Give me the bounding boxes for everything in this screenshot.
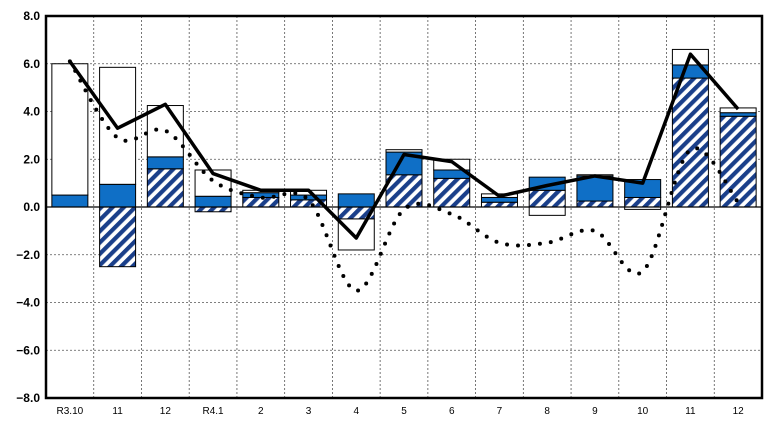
x-tick-label: 8 <box>544 406 550 417</box>
bar-solid <box>194 195 232 208</box>
x-tick-label: 5 <box>401 406 407 417</box>
bar-hatched <box>194 206 232 213</box>
x-tick-label: 3 <box>306 406 312 417</box>
bar-hatched <box>528 189 566 208</box>
x-tick-label: 11 <box>112 406 123 417</box>
bar-hatched <box>99 206 137 268</box>
x-tick-label: 4 <box>353 406 359 417</box>
bar-hatched <box>719 115 757 208</box>
bar-solid <box>146 156 184 170</box>
y-tick-label: 6.0 <box>23 57 40 71</box>
x-tick-label: 12 <box>733 406 745 417</box>
bars <box>51 48 757 268</box>
bar-outline <box>528 206 566 216</box>
bar-hatched <box>242 196 280 208</box>
bar-solid <box>99 183 137 208</box>
x-tick-label: 6 <box>449 406 455 417</box>
plot-frame <box>44 14 764 400</box>
x-tick-label: 9 <box>592 406 598 417</box>
x-tick-label: 7 <box>497 406 503 417</box>
bar-solid <box>719 112 757 117</box>
bar-hatched <box>433 177 471 208</box>
x-tick-label: R3.10 <box>57 406 84 417</box>
x-tick-label: 2 <box>258 406 264 417</box>
bar-solid <box>337 193 375 208</box>
y-tick-label: 0.0 <box>23 200 40 214</box>
y-tick-label: −2.0 <box>16 248 40 262</box>
bar-solid <box>480 196 518 203</box>
y-tick-label: 4.0 <box>23 105 40 119</box>
y-tick-label: −6.0 <box>16 343 40 357</box>
bar-hatched <box>480 201 518 208</box>
bar-solid <box>290 194 328 201</box>
series-line-line <box>68 52 740 240</box>
x-tick-label: 11 <box>685 406 696 417</box>
y-tick-label: 8.0 <box>23 9 40 23</box>
lines <box>67 52 741 293</box>
bar-outline <box>337 218 375 251</box>
bar-hatched <box>576 200 614 208</box>
y-tick-label: 2.0 <box>23 152 40 166</box>
y-tick-label: −8.0 <box>16 391 40 405</box>
axes: 8.0 6.0 4.0 2.0 0.0 −2.0 −4.0 −6.0 −8.0 R3.10 11 12… <box>16 9 764 417</box>
bar-outline <box>51 63 89 196</box>
x-tick-label: R4.1 <box>203 406 225 417</box>
bar-outline <box>385 149 423 153</box>
bar-outline <box>433 158 471 171</box>
y-tick-label: −4.0 <box>16 296 40 310</box>
bar-solid <box>51 194 89 208</box>
bar-hatched <box>624 196 662 208</box>
x-tick-label: 10 <box>637 406 649 417</box>
x-tick-label: 12 <box>160 406 172 417</box>
bar-hatched <box>671 77 709 208</box>
bar-hatched <box>146 168 184 208</box>
